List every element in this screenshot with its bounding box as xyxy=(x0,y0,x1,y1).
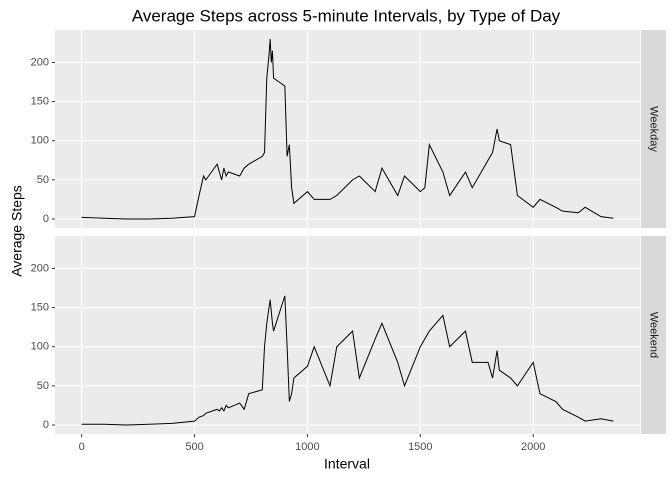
facet-label: Weekday xyxy=(648,106,660,152)
x-tick-label: 1500 xyxy=(408,441,432,453)
y-tick-label: 0 xyxy=(43,213,49,225)
chart-title: Average Steps across 5-minute Intervals,… xyxy=(132,6,561,25)
y-tick-label: 100 xyxy=(31,135,49,147)
y-tick-label: 100 xyxy=(31,341,49,353)
facet-label: Weekend xyxy=(648,312,660,358)
x-tick-label: 1000 xyxy=(295,441,319,453)
y-axis-label: Average Steps xyxy=(9,185,25,277)
x-tick-label: 0 xyxy=(79,441,85,453)
facet-strip xyxy=(641,236,666,434)
y-tick-label: 150 xyxy=(31,96,49,108)
x-tick-label: 500 xyxy=(185,441,203,453)
x-axis-label: Interval xyxy=(324,456,370,472)
y-tick-label: 0 xyxy=(43,419,49,431)
panel-background xyxy=(55,236,640,434)
y-tick-label: 200 xyxy=(31,262,49,274)
y-tick-label: 200 xyxy=(31,56,49,68)
panel-background xyxy=(55,30,640,228)
y-tick-label: 50 xyxy=(37,380,49,392)
data-line xyxy=(81,38,614,220)
facet-strip xyxy=(641,30,666,228)
y-tick-label: 50 xyxy=(37,174,49,186)
data-line xyxy=(81,295,614,426)
x-tick-label: 2000 xyxy=(521,441,545,453)
y-tick-label: 150 xyxy=(31,302,49,314)
